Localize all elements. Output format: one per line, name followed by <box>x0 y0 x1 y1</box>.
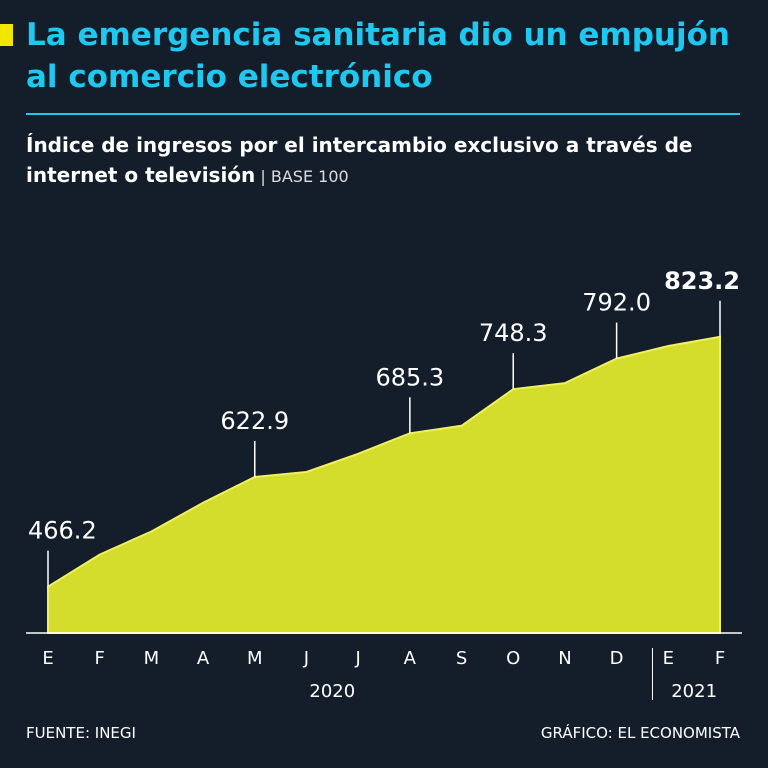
value-label: 792.0 <box>582 289 651 317</box>
unit-note: BASE 100 <box>270 167 349 186</box>
x-tick-label: D <box>610 648 624 669</box>
subtitle-box: Índice de ingresos por el intercambio ex… <box>26 130 756 192</box>
value-label: 748.3 <box>479 319 548 347</box>
year-label: 2020 <box>309 681 355 702</box>
x-tick-label: F <box>95 648 105 669</box>
credit: GRÁFICO: EL ECONOMISTA <box>541 723 741 742</box>
x-tick-label: N <box>558 648 571 669</box>
x-tick-label: J <box>303 648 309 669</box>
x-tick-label: S <box>456 648 467 669</box>
x-tick-label: J <box>354 648 360 669</box>
accent <box>0 24 13 46</box>
separator: | <box>255 167 271 186</box>
x-tick-label: M <box>144 648 160 669</box>
subtitle-text: Índice de ingresos por el intercambio ex… <box>26 133 693 187</box>
title-box: La emergencia sanitaria dio un empujón a… <box>26 17 730 95</box>
value-label: 622.9 <box>220 407 289 435</box>
x-tick-label: E <box>663 648 674 669</box>
x-tick-label: O <box>506 648 520 669</box>
chart-title: La emergencia sanitaria dio un empujón a… <box>26 17 730 95</box>
x-tick-label: A <box>197 648 210 669</box>
value-label: 466.2 <box>28 517 97 545</box>
value-label: 685.3 <box>375 363 444 391</box>
x-tick-label: E <box>42 648 53 669</box>
subtitle: Índice de ingresos por el intercambio ex… <box>26 130 756 192</box>
x-tick-label: F <box>715 648 725 669</box>
value-label: 823.2 <box>664 267 740 295</box>
year-label: 2021 <box>671 681 717 702</box>
x-tick-label: A <box>404 648 417 669</box>
x-tick-label: M <box>247 648 263 669</box>
source: FUENTE: INEGI <box>26 724 136 742</box>
